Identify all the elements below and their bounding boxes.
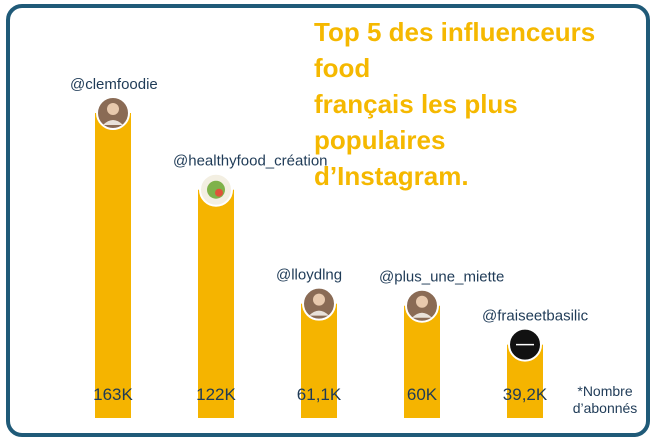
footnote: *Nombre d’abonnés bbox=[572, 383, 638, 416]
category-label-2: @lloydlng bbox=[276, 267, 342, 284]
value-label-1: 122K bbox=[196, 385, 236, 404]
value-label-0: 163K bbox=[93, 385, 133, 404]
bar-3 bbox=[404, 305, 440, 418]
avatar-4 bbox=[508, 327, 542, 362]
avatar-1 bbox=[199, 172, 233, 207]
category-label-1: @healthyfood_création bbox=[173, 153, 328, 170]
avatar-2 bbox=[302, 286, 336, 321]
avatar-0 bbox=[96, 96, 130, 130]
chart-title: Top 5 des influenceurs food français les… bbox=[314, 17, 596, 191]
category-label-0: @clemfoodie bbox=[70, 76, 158, 93]
value-label-3: 60K bbox=[407, 385, 438, 404]
avatar-3 bbox=[405, 288, 439, 323]
bar-1 bbox=[198, 189, 234, 418]
value-label-4: 39,2K bbox=[503, 385, 548, 404]
value-label-2: 61,1K bbox=[297, 385, 342, 404]
bar-0 bbox=[95, 113, 131, 418]
bar-2 bbox=[301, 303, 337, 418]
category-label-4: @fraiseetbasilic bbox=[482, 308, 589, 325]
category-label-3: @plus_une_miette bbox=[379, 269, 504, 286]
